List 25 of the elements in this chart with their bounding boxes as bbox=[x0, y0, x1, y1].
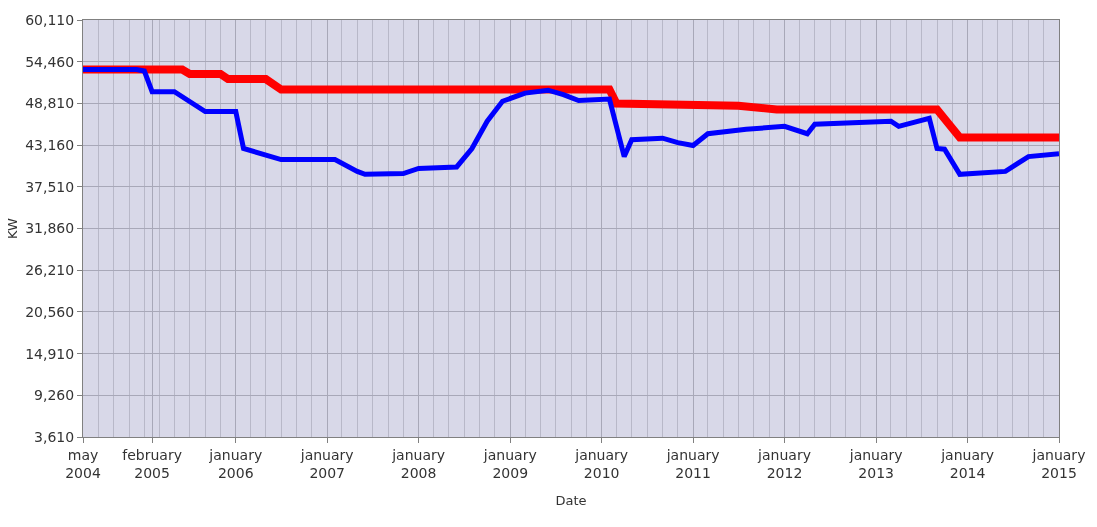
x-tick-label: january 2012 bbox=[757, 446, 811, 481]
y-tick-label: 37,510 bbox=[25, 178, 75, 195]
x-tick-label: january 2014 bbox=[940, 446, 995, 481]
y-tick-label: 60,110 bbox=[25, 11, 75, 28]
x-tick-label: january 2008 bbox=[391, 446, 446, 481]
y-tick-label: 48,810 bbox=[25, 95, 75, 112]
x-tick-label: january 2010 bbox=[574, 446, 629, 481]
x-axis-title: Date bbox=[555, 492, 587, 508]
x-tick-label: may 2004 bbox=[65, 446, 101, 481]
x-tick-label: january 2006 bbox=[208, 446, 263, 481]
y-tick-label: 9,260 bbox=[34, 387, 75, 404]
y-tick-label: 31,860 bbox=[25, 220, 75, 237]
x-tick-label: january 2015 bbox=[1031, 446, 1086, 481]
y-axis-title: KW bbox=[5, 217, 21, 239]
y-tick-label: 43,160 bbox=[25, 137, 75, 153]
x-tick-label: january 2013 bbox=[848, 446, 903, 481]
y-tick-label: 26,210 bbox=[25, 262, 75, 279]
x-tick-label: january 2007 bbox=[299, 446, 354, 481]
y-tick-label: 3,610 bbox=[34, 428, 75, 445]
y-tick-label: 54,460 bbox=[25, 53, 75, 70]
y-tick-label: 14,910 bbox=[25, 345, 75, 362]
x-tick-label: january 2009 bbox=[482, 446, 537, 481]
x-tick-label: february 2005 bbox=[122, 446, 182, 481]
x-tick-label: january 2011 bbox=[665, 446, 720, 481]
y-tick-label: 20,560 bbox=[25, 303, 75, 320]
